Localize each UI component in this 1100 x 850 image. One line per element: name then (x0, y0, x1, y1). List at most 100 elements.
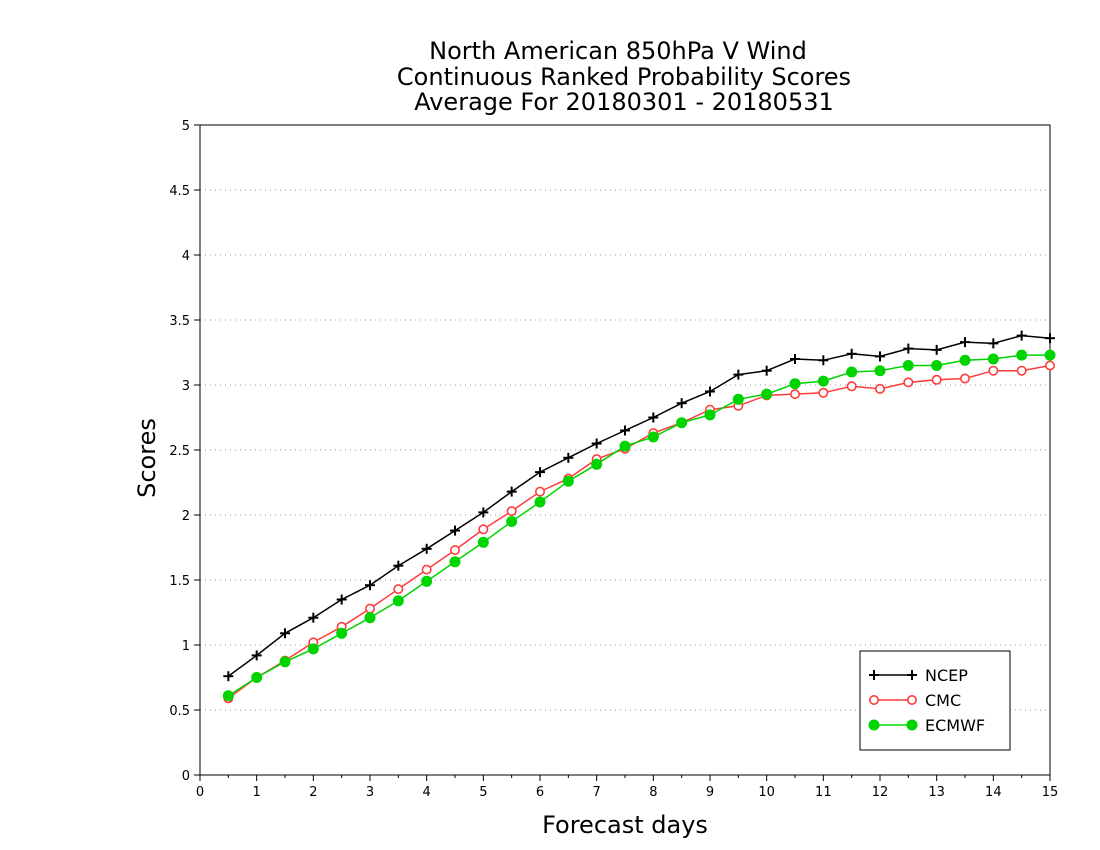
data-point-ncep (676, 398, 687, 409)
data-point-cmc (421, 564, 432, 575)
data-point-ecmwf (732, 393, 744, 405)
x-tick-label: 15 (1042, 785, 1059, 800)
series-line-cmc (227, 364, 1051, 699)
legend-label-ecmwf: ECMWF (925, 716, 985, 735)
y-tick-label: 4.5 (169, 184, 190, 199)
legend-marker-cmc (906, 694, 917, 705)
data-point-cmc (506, 506, 517, 517)
x-axis-label: Forecast days (542, 811, 708, 839)
data-point-ecmwf (902, 360, 914, 371)
x-tick-label: 13 (928, 785, 945, 800)
data-point-ecmwf (789, 378, 801, 390)
x-tick-label: 9 (706, 785, 714, 800)
data-point-cmc (534, 486, 545, 497)
title-line-2: Continuous Ranked Probability Scores (397, 63, 851, 91)
data-point-ecmwf (307, 643, 319, 655)
data-point-ncep (421, 543, 432, 554)
title-line-3: Average For 20180301 - 20180531 (414, 88, 834, 116)
data-point-cmc (818, 387, 829, 398)
data-point-cmc (846, 381, 857, 392)
data-point-ncep (1016, 330, 1027, 341)
data-point-cmc (903, 377, 914, 388)
series-layer (222, 330, 1056, 704)
data-point-ecmwf (931, 360, 943, 371)
x-tick-label: 5 (479, 785, 487, 800)
data-point-ncep (620, 425, 630, 436)
data-point-ecmwf (506, 516, 518, 527)
data-point-ecmwf (449, 556, 461, 568)
x-tick-label: 14 (985, 785, 1002, 800)
data-point-ncep (960, 337, 970, 348)
data-point-ncep (1045, 333, 1055, 344)
y-tick-label: 1 (182, 639, 190, 654)
legend-label-cmc: CMC (925, 691, 961, 710)
data-point-ecmwf (874, 365, 886, 377)
data-point-ecmwf (477, 536, 489, 548)
data-point-ncep (308, 612, 319, 623)
y-tick-label: 5 (182, 119, 190, 134)
data-point-ncep (280, 628, 290, 639)
data-point-cmc (959, 373, 970, 384)
data-point-ecmwf (336, 627, 348, 639)
data-point-ecmwf (534, 496, 546, 508)
data-point-ncep (591, 438, 602, 449)
data-point-ecmwf (676, 417, 688, 429)
data-point-ncep (478, 507, 489, 518)
x-tick-label: 4 (423, 785, 431, 800)
data-point-cmc (931, 374, 942, 385)
legend-marker-cmc (868, 694, 879, 705)
legend-marker-ecmwf (906, 719, 918, 731)
y-tick-label: 3 (182, 379, 190, 394)
data-point-ncep (875, 351, 885, 362)
chart-title: North American 850hPa V Wind Continuous … (397, 37, 851, 116)
y-axis-label: Scores (133, 418, 161, 498)
x-tick-label: 6 (536, 785, 544, 800)
data-point-ecmwf (761, 388, 773, 400)
y-tick-label: 3.5 (169, 314, 190, 329)
data-point-cmc (393, 584, 404, 595)
data-point-ncep (393, 560, 404, 571)
data-point-ecmwf (959, 354, 971, 366)
legend-item-cmc: CMC (868, 691, 961, 710)
x-tick-label: 8 (649, 785, 657, 800)
data-point-ecmwf (817, 375, 829, 387)
y-tick-label: 2 (182, 509, 190, 524)
data-point-ecmwf (421, 575, 433, 587)
data-point-ncep (903, 343, 914, 354)
x-tick-label: 2 (309, 785, 317, 800)
legend-marker-ecmwf (868, 719, 880, 731)
series-ecmwf (222, 349, 1056, 702)
data-point-ecmwf (704, 409, 716, 421)
y-tick-label: 0 (182, 769, 190, 784)
y-tick-label: 0.5 (169, 704, 190, 719)
data-point-ncep (818, 355, 829, 366)
data-point-ecmwf (987, 353, 999, 365)
legend-item-ecmwf: ECMWF (868, 716, 985, 735)
data-point-ncep (535, 467, 545, 478)
data-point-ecmwf (647, 431, 659, 443)
x-tick-label: 1 (253, 785, 261, 800)
title-line-1: North American 850hPa V Wind (429, 37, 807, 65)
data-point-ncep (223, 671, 234, 682)
data-point-ecmwf (279, 656, 291, 668)
data-point-ecmwf (562, 475, 574, 487)
data-point-ncep (251, 650, 262, 661)
x-tick-label: 12 (872, 785, 889, 800)
x-tick-label: 0 (196, 785, 204, 800)
series-line-ecmwf (227, 354, 1050, 697)
legend-label-ncep: NCEP (925, 666, 968, 685)
y-tick-label: 2.5 (169, 444, 190, 459)
data-point-ecmwf (222, 690, 234, 702)
data-point-cmc (1016, 365, 1027, 376)
data-point-ecmwf (1044, 349, 1056, 361)
data-point-ncep (563, 452, 574, 463)
data-point-ncep (506, 486, 517, 497)
data-point-cmc (364, 603, 375, 614)
data-point-ecmwf (251, 672, 263, 683)
y-tick-label: 4 (182, 249, 190, 264)
axis-ticks: 00.511.522.533.544.550 1 2 3 4 5 6 7 8 9 10 11 12 13 1… (169, 119, 1058, 800)
data-point-cmc (1045, 360, 1056, 371)
data-point-cmc (988, 365, 999, 376)
data-point-cmc (478, 524, 489, 535)
